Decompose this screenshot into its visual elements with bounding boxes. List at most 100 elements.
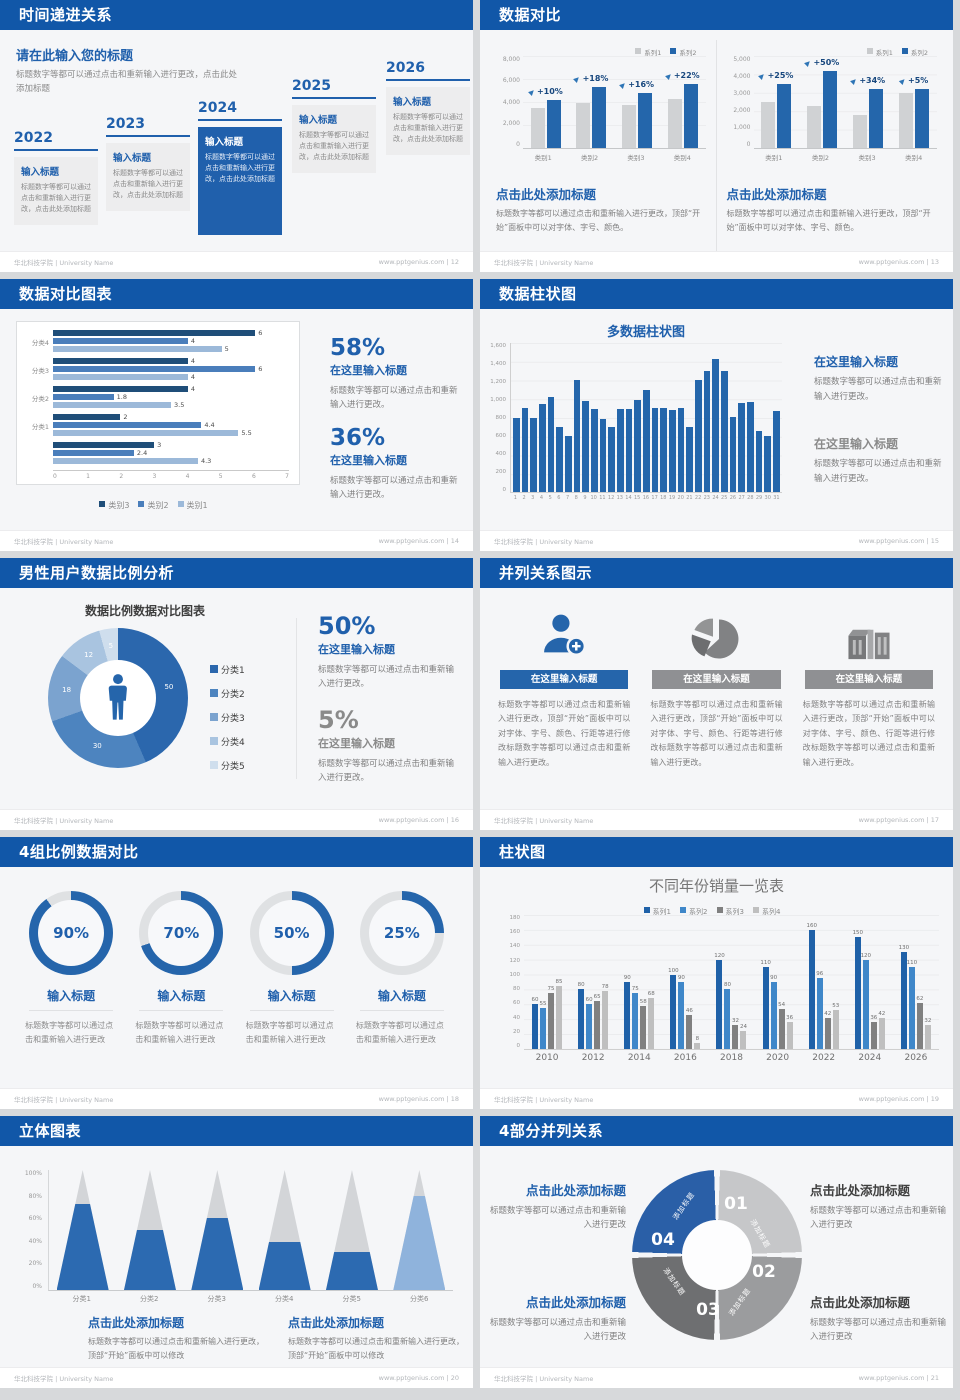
bar [712,358,720,492]
bar-group: 90 75 58 68 [624,975,655,1049]
slide-title: 数据对比图表 [0,279,473,309]
chart-legend: 分类1 分类2 分类3 分类4 分类5 [210,658,245,778]
y-tick: 1,600 [490,343,506,349]
bar-value: 110 [906,960,918,967]
legend-swatch [99,500,106,507]
stat-title: 在这里输入标题 [330,454,407,467]
slide-grouped-columns[interactable]: 柱状图 不同年份销量一览表 系列1 系列2 系列3 系列4 180 160 140 120 100… [480,837,953,1109]
ring-hole [682,1220,752,1290]
timeline-box-title: 输入标题 [393,97,432,108]
hbar-bar [53,458,198,464]
x-tick: 分类5 [342,1295,361,1303]
bar-group: ▶ +10% [526,56,566,148]
note-body: 标题数字等都可以通过点击和重新输入进行更改。 [814,377,942,403]
bar: 8 [694,1036,701,1049]
bar-value: 32 [731,1018,739,1025]
footer-site: www.pptgenius.com | 15 [858,537,939,545]
slide-column-chart[interactable]: 数据柱状图 多数据柱状图 1,600 1,400 1,200 1,000 800 600 40… [480,279,953,551]
x-tick: 类别2 [811,154,829,162]
slide-gauges[interactable]: 4组比例数据对比 90% 输入标题 标题数字等都可以通过点击和重新输入进行更改 70%… [0,837,473,1109]
hbar-row: 5 [53,345,289,353]
hbar-value: 5.5 [241,429,252,437]
bar: 24 [740,1024,747,1049]
x-tick: 15 [634,495,641,501]
footer-brand: 华北科技学院 | University Name [14,1096,114,1104]
gauge-value: 70% [148,900,215,966]
legend-swatch [210,664,218,673]
bar-value: 80 [577,982,585,989]
bar-group: 80 60 65 78 [578,982,609,1049]
bar-value: 53 [832,1002,840,1009]
bar: 90 [678,975,685,1049]
hbar-row: 4 [53,373,289,381]
slide-timeline[interactable]: 时间递进关系 请在此输入您的标题 标题数字等都可以通过点击和重新输入进行更改，点击… [0,0,473,272]
cones-canvas: 100% 80% 60% 40% 20% 0% 分类1 分类2 分类3 分类4 分类5 分类6 点击此处… [0,1146,473,1367]
parallel-item: 在这里输入标题 标题数字等都可以通过点击和重新输入进行更改，顶部“开始”面板中可以… [648,604,784,770]
bar [677,408,685,492]
bar-value: 8 [695,1036,700,1043]
x-tick: 分类6 [410,1295,429,1303]
bar-value: 32 [924,1018,932,1025]
bar: 85 [556,979,563,1049]
x-tick: 2014 [627,1053,651,1063]
slide-title: 数据对比 [480,0,953,30]
slide-data-compare[interactable]: 数据对比 系列1 系列2 8,000 6,000 4,000 2,000 0 ▶ +10% ▶ … [480,0,953,272]
legend-item: 分类4 [210,730,245,749]
legend-swatch [643,906,650,913]
y-tick: 100 [509,971,521,978]
caption-body: 标题数字等都可以通过点击和重新输入进行更改，顶部“开始”面板中可以对字体、字号、… [496,209,701,232]
caption-block: 点击此处添加标题 标题数字等都可以通过点击和重新输入进行更改，顶部“开始”面板中可… [88,1314,266,1362]
bar-series2 [823,70,838,148]
segment-number: 02 [752,1262,776,1282]
slide-ring-diagram[interactable]: 4部分并列关系 01 02 03 04 添加标题 添加标题 添加标题 添加标题 点击此处添加标题… [480,1116,953,1388]
slide-cone-chart[interactable]: 立体图表 100% 80% 60% 40% 20% 0% 分类1 分类2 分类3 分类4 分类5 分类… [0,1116,473,1388]
y-tick: 2,000 [733,107,751,114]
y-tick: 200 [495,469,507,475]
hbar-value: 1.8 [116,393,128,401]
bar: 110 [760,960,771,1049]
hbar-row: 4 [53,357,289,365]
slide-donut-chart[interactable]: 男性用户数据比例分析 数据比例数据对比图表 50 30 18 12 5 分类1 分类2 分类3 分… [0,558,473,830]
y-tick: 0 [516,1042,521,1049]
x-tick: 3 [531,495,535,501]
bar-group: ▶ +5% [894,56,934,148]
y-tick: 2,000 [502,119,520,127]
bar [729,416,737,492]
y-tick: 140 [509,943,521,950]
x-axis: 类别1 类别2 类别3 类别4 [520,152,706,162]
bar [617,409,624,492]
legend-label: 系列4 [761,908,781,916]
bar: 110 [907,960,917,1049]
y-axis: 8,000 6,000 4,000 2,000 0 [496,56,523,148]
bar-group: ▶ +34% [848,56,888,148]
x-tick: 23 [703,495,710,501]
bar-series2 [546,99,561,148]
stat-title: 在这里输入标题 [318,643,395,656]
cone-fill [258,1242,311,1290]
bar: 100 [668,968,679,1049]
legend-swatch [210,736,218,745]
bar: 55 [540,1001,547,1049]
x-tick: 11 [599,495,606,501]
slide-parallel-items[interactable]: 并列关系图示 在这里输入标题 标题数字等都可以通过点击和重新输入进行更改，顶部“开… [480,558,953,830]
hbar-row: 3.5 [53,401,289,409]
bar: 62 [916,996,923,1049]
pair-columns-wrap: 系列1 系列2 8,000 6,000 4,000 2,000 0 ▶ +10% ▶ +18% ▶… [480,30,953,251]
bar-groups: 60 55 75 85 80 60 65 78 90 75 58 68 100 90 46 8 120 80 32 2… [524,915,939,1049]
legend-item: 分类2 [210,682,245,701]
plot-area: ▶ +25% ▶ +50% ▶ +34% ▶ +5% [753,56,937,149]
gauge-ring: 70% [139,891,224,975]
bar [565,436,572,492]
bar-group: ▶ +18% [571,56,611,148]
slide-hbar-chart[interactable]: 数据对比图表 分类4 6 4 5 分类3 4 6 4 分类2 4 1.8 3.5 分类1 2 4.4 5.5 3… [0,279,473,551]
bar [703,370,711,492]
timeline-year: 2026 [386,60,425,76]
hbar-panel: 分类4 6 4 5 分类3 4 6 4 分类2 4 1.8 3.5 分类1 2 4.4 5.5 3 2.4 4.3 0… [16,321,300,485]
legend-label: 类别3 [108,501,130,510]
building-icon-box [801,604,937,662]
x-tick: 6 [557,495,561,501]
x-tick: 18 [660,495,667,501]
male-figure-icon [108,674,127,720]
caption-body: 标题数字等都可以通过点击和重新输入进行更改，顶部“开始”面板中可以对字体、字号、… [726,209,931,232]
x-tick: 7 [565,495,570,501]
